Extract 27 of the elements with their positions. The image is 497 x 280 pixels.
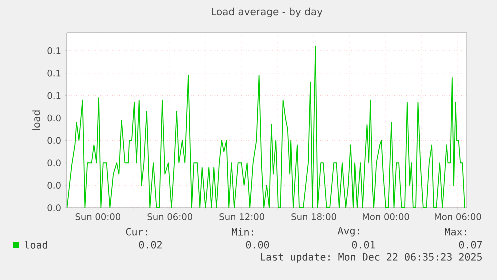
text: 0.07 [459, 241, 482, 249]
text: 0.01 [352, 241, 376, 249]
text: Max: [445, 228, 466, 236]
chart-title: Load average - by day [212, 8, 323, 18]
x-tick-label: Sun 06:00 [148, 214, 192, 220]
text: Min: [232, 228, 254, 236]
y-axis-title: load [32, 110, 40, 130]
y-tick-label: 0.1 [48, 70, 61, 77]
x-tick-label: Mon 00:00 [363, 214, 410, 220]
x-tick-label: Sun 18:00 [292, 214, 336, 220]
x-tick-label: Sun 12:00 [220, 214, 264, 220]
y-tick-label: 0.0 [48, 160, 61, 167]
line-series [67, 46, 466, 208]
text: Last update: Mon Dec 22 06:35:23 2025 [261, 253, 482, 263]
y-tick-label: 0.0 [48, 114, 61, 122]
text: 0.02 [139, 241, 162, 249]
y-tick-label: 0.1 [48, 48, 61, 54]
y-tick-label: 0.0 [48, 137, 61, 144]
y-tick-label: 0.0 [48, 204, 61, 212]
x-tick-label: Mon 06:00 [435, 214, 482, 220]
x-tick-label: Sun 00:00 [76, 214, 121, 220]
text: Cur: [126, 228, 148, 236]
y-tick-label: 0.1 [48, 92, 61, 100]
legend-label: load [24, 241, 48, 249]
text: Avg: [338, 227, 360, 237]
text: 0.00 [246, 241, 270, 249]
y-tick-label: 0.0 [48, 182, 61, 189]
